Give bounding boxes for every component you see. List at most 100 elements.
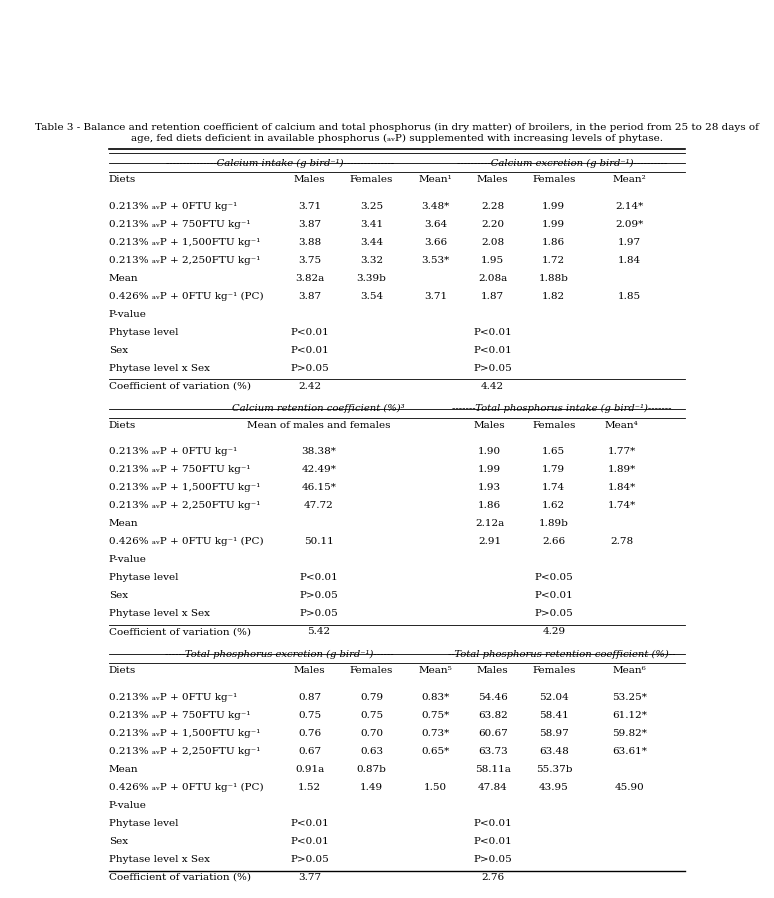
Text: 1.99: 1.99 [543, 220, 565, 229]
Text: 3.71: 3.71 [298, 202, 321, 211]
Text: 1.86: 1.86 [478, 501, 502, 510]
Text: 3.77: 3.77 [298, 873, 321, 882]
Text: Males: Males [294, 666, 326, 675]
Text: P<0.01: P<0.01 [473, 837, 512, 846]
Text: 3.54: 3.54 [360, 292, 383, 301]
Text: Mean of males and females: Mean of males and females [247, 420, 390, 429]
Text: 55.37b: 55.37b [536, 765, 572, 774]
Text: P>0.05: P>0.05 [535, 609, 574, 619]
Text: 3.64: 3.64 [424, 220, 447, 229]
Text: 0.213% ₐᵥP + 1,500FTU kg⁻¹: 0.213% ₐᵥP + 1,500FTU kg⁻¹ [108, 729, 260, 738]
Text: 0.426% ₐᵥP + 0FTU kg⁻¹ (PC): 0.426% ₐᵥP + 0FTU kg⁻¹ (PC) [108, 783, 263, 792]
Text: 50.11: 50.11 [304, 537, 334, 546]
Text: 1.82: 1.82 [543, 292, 565, 301]
Text: 1.97: 1.97 [618, 238, 641, 247]
Text: P<0.01: P<0.01 [473, 819, 512, 828]
Text: 0.213% ₐᵥP + 2,250FTU kg⁻¹: 0.213% ₐᵥP + 2,250FTU kg⁻¹ [108, 501, 260, 510]
Text: 63.48: 63.48 [539, 747, 569, 756]
Text: Mean¹: Mean¹ [419, 175, 453, 184]
Text: P<0.01: P<0.01 [290, 837, 329, 846]
Text: 2.20: 2.20 [481, 220, 504, 229]
Text: P<0.01: P<0.01 [535, 591, 574, 600]
Text: 0.75: 0.75 [360, 711, 383, 720]
Text: Sex: Sex [108, 837, 128, 846]
Text: Mean: Mean [108, 765, 139, 774]
Text: 3.39b: 3.39b [357, 274, 386, 283]
Text: ---------------Calcium intake (g bird⁻¹)---------------: ---------------Calcium intake (g bird⁻¹)… [166, 159, 394, 168]
Text: 0.213% ₐᵥP + 1,500FTU kg⁻¹: 0.213% ₐᵥP + 1,500FTU kg⁻¹ [108, 238, 260, 247]
Text: 1.74*: 1.74* [608, 501, 635, 510]
Text: Males: Males [477, 666, 509, 675]
Text: 0.65*: 0.65* [422, 747, 450, 756]
Text: 0.213% ₐᵥP + 750FTU kg⁻¹: 0.213% ₐᵥP + 750FTU kg⁻¹ [108, 711, 250, 720]
Text: -------Total phosphorus intake (g bird⁻¹)-------: -------Total phosphorus intake (g bird⁻¹… [452, 404, 671, 413]
Text: 5.42: 5.42 [307, 628, 330, 637]
Text: Males: Males [474, 420, 505, 429]
Text: P<0.01: P<0.01 [290, 819, 329, 828]
Text: Females: Females [533, 175, 576, 184]
Text: 0.213% ₐᵥP + 750FTU kg⁻¹: 0.213% ₐᵥP + 750FTU kg⁻¹ [108, 465, 250, 474]
Text: Females: Females [350, 666, 393, 675]
Text: 63.82: 63.82 [478, 711, 508, 720]
Text: Mean⁶: Mean⁶ [612, 666, 646, 675]
Text: 58.41: 58.41 [539, 711, 569, 720]
Text: 2.09*: 2.09* [615, 220, 643, 229]
Text: Diets: Diets [108, 666, 136, 675]
Text: 2.28: 2.28 [481, 202, 504, 211]
Text: 54.46: 54.46 [478, 693, 508, 702]
Text: Mean²: Mean² [612, 175, 646, 184]
Text: Mean: Mean [108, 519, 139, 528]
Text: 42.49*: 42.49* [301, 465, 336, 474]
Text: 1.50: 1.50 [424, 783, 447, 792]
Text: 52.04: 52.04 [539, 693, 569, 702]
Text: Mean⁴: Mean⁴ [604, 420, 639, 429]
Text: 0.83*: 0.83* [422, 693, 450, 702]
Text: 1.86: 1.86 [543, 238, 565, 247]
Text: 1.90: 1.90 [478, 447, 502, 456]
Text: 1.84: 1.84 [618, 256, 641, 265]
Text: 1.89*: 1.89* [608, 465, 635, 474]
Text: 0.75: 0.75 [298, 711, 321, 720]
Text: Females: Females [533, 666, 576, 675]
Text: 1.79: 1.79 [543, 465, 565, 474]
Text: 63.61*: 63.61* [612, 747, 647, 756]
Text: Coefficient of variation (%): Coefficient of variation (%) [108, 873, 251, 882]
Text: 2.78: 2.78 [610, 537, 633, 546]
Text: 0.73*: 0.73* [422, 729, 450, 738]
Text: 0.75*: 0.75* [422, 711, 450, 720]
Text: 58.11a: 58.11a [474, 765, 511, 774]
Text: Phytase level: Phytase level [108, 573, 178, 582]
Text: 2.08: 2.08 [481, 238, 504, 247]
Text: 0.213% ₐᵥP + 750FTU kg⁻¹: 0.213% ₐᵥP + 750FTU kg⁻¹ [108, 220, 250, 229]
Text: Phytase level: Phytase level [108, 819, 178, 828]
Text: Mean: Mean [108, 274, 139, 283]
Text: 3.87: 3.87 [298, 292, 321, 301]
Text: 1.89b: 1.89b [539, 519, 569, 528]
Text: 3.44: 3.44 [360, 238, 383, 247]
Text: 63.73: 63.73 [478, 747, 508, 756]
Text: Males: Males [294, 175, 326, 184]
Text: Sex: Sex [108, 591, 128, 600]
Text: 38.38*: 38.38* [301, 447, 336, 456]
Text: 3.71: 3.71 [424, 292, 447, 301]
Text: 1.88b: 1.88b [539, 274, 569, 283]
Text: 0.70: 0.70 [360, 729, 383, 738]
Text: P-value: P-value [108, 801, 146, 810]
Text: 4.42: 4.42 [481, 382, 504, 391]
Text: Diets: Diets [108, 420, 136, 429]
Text: 3.87: 3.87 [298, 220, 321, 229]
Text: 0.213% ₐᵥP + 1,500FTU kg⁻¹: 0.213% ₐᵥP + 1,500FTU kg⁻¹ [108, 483, 260, 492]
Text: Phytase level x Sex: Phytase level x Sex [108, 855, 210, 864]
Text: 1.49: 1.49 [360, 783, 383, 792]
Text: 3.82a: 3.82a [295, 274, 324, 283]
Text: P>0.05: P>0.05 [473, 855, 512, 864]
Text: P>0.05: P>0.05 [300, 591, 338, 600]
Text: Diets: Diets [108, 175, 136, 184]
Text: Males: Males [477, 175, 509, 184]
Text: 3.41: 3.41 [360, 220, 383, 229]
Text: 1.77*: 1.77* [608, 447, 635, 456]
Text: age, fed diets deficient in available phosphorus (ₐᵥP) supplemented with increas: age, fed diets deficient in available ph… [131, 134, 663, 143]
Text: 3.75: 3.75 [298, 256, 321, 265]
Text: Phytase level: Phytase level [108, 328, 178, 337]
Text: 2.76: 2.76 [481, 873, 504, 882]
